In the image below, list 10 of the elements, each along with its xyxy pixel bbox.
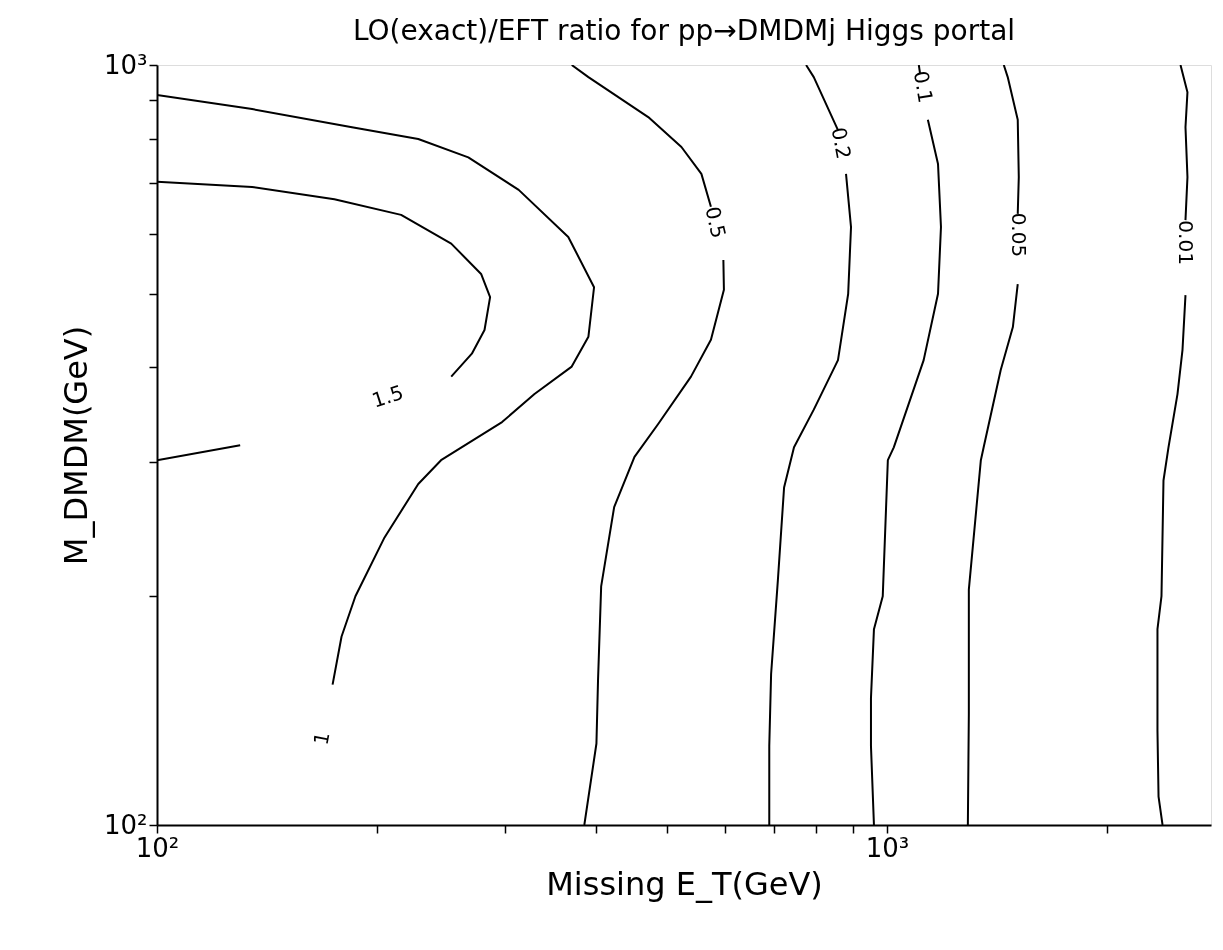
text: 0.01	[1174, 220, 1199, 265]
y-axis-title: M_DMDM(GeV)	[56, 325, 95, 566]
text: 1.5	[368, 379, 407, 413]
text: 0.05	[1006, 212, 1031, 258]
text: 0.5	[700, 204, 731, 241]
text: 0.2	[826, 125, 857, 161]
text: 0.1	[908, 69, 938, 105]
chart-title: LO(exact)/EFT ratio for pp→DMDMj Higgs portal	[352, 14, 1016, 47]
x-axis-title: Missing E_T(GeV)	[546, 864, 823, 903]
text: 1	[308, 730, 335, 747]
